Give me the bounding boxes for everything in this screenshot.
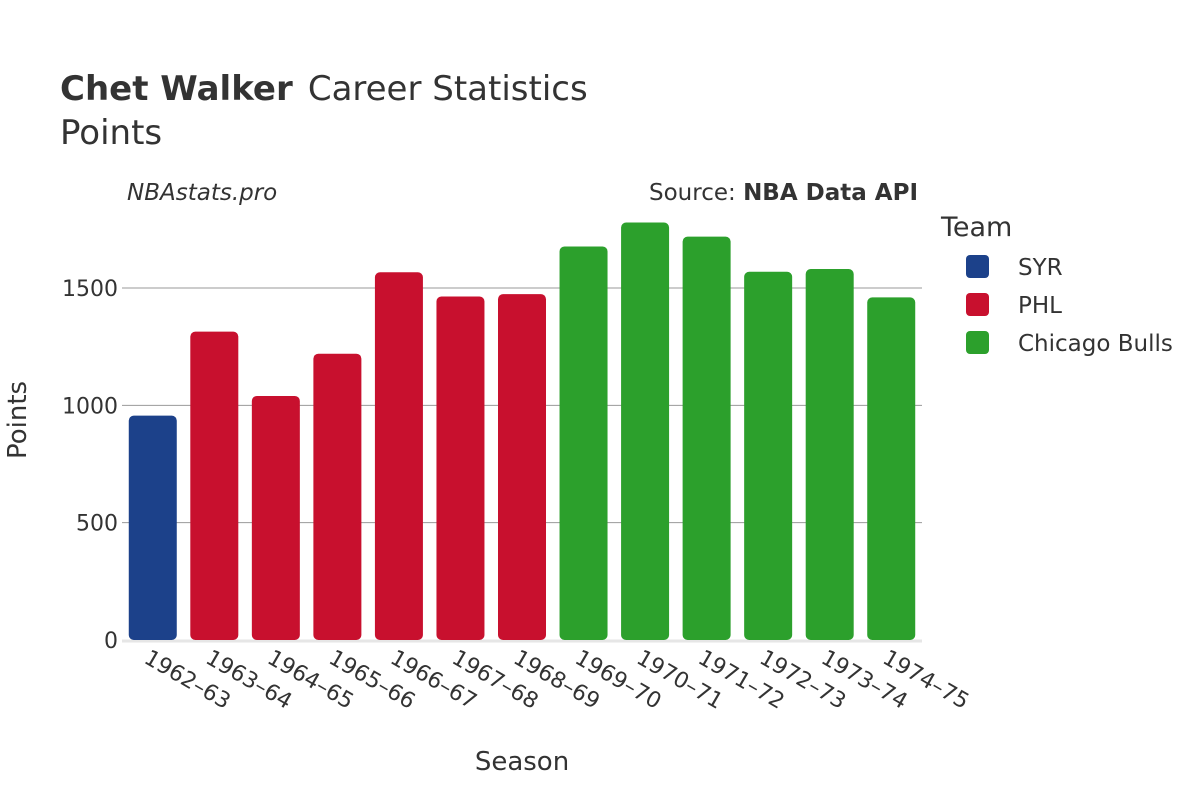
bar-1974–75 [867, 297, 916, 640]
legend-title: Team [940, 212, 1012, 243]
y-tick-label: 500 [76, 512, 118, 537]
bar-1967–68 [436, 296, 485, 640]
chart-subtitle: Points [60, 113, 162, 153]
legend-label: SYR [1018, 255, 1063, 281]
bar-1968–69 [498, 294, 546, 640]
legend-swatch [966, 255, 989, 278]
chart-title-rest: Career Statistics [308, 69, 588, 109]
y-axis-ticks: 0 500 1000 1500 [62, 277, 118, 654]
bar-1971–72 [682, 236, 731, 640]
bar-1966–67 [374, 272, 423, 640]
x-axis-title: Season [475, 747, 569, 777]
legend-swatch [966, 331, 989, 354]
source-credit: Source: NBA Data API [649, 180, 918, 206]
source-name: NBA Data API [743, 180, 918, 206]
bar-1972–73 [744, 271, 793, 640]
bar-1963–64 [190, 331, 239, 640]
bar-1965–66 [313, 353, 362, 640]
y-axis-title: Points [3, 381, 33, 459]
legend: Team SYR PHL Chicago Bulls [940, 212, 1173, 357]
source-prefix: Source: [649, 180, 743, 206]
bar-1970–71 [621, 222, 670, 640]
y-tick-label: 1000 [62, 394, 118, 419]
chart-title-bold: Chet Walker [60, 69, 293, 109]
bar-1969–70 [559, 246, 608, 641]
legend-label: PHL [1018, 293, 1062, 319]
watermark: NBAstats.pro [127, 180, 277, 206]
bar-1962–63 [128, 415, 177, 640]
y-tick-label: 1500 [62, 277, 118, 302]
bar-1973–74 [805, 268, 854, 640]
chart-title: Chet Walker Career Statistics [60, 69, 588, 109]
legend-items: SYR PHL Chicago Bulls [966, 255, 1173, 357]
bar-1964–65 [251, 395, 300, 640]
legend-swatch [966, 293, 989, 316]
x-axis-ticks: 1962–631963–641964–651965–661966–671967–… [140, 646, 973, 715]
y-tick-label: 0 [104, 629, 118, 654]
legend-label: Chicago Bulls [1018, 331, 1173, 357]
bars [128, 222, 916, 641]
